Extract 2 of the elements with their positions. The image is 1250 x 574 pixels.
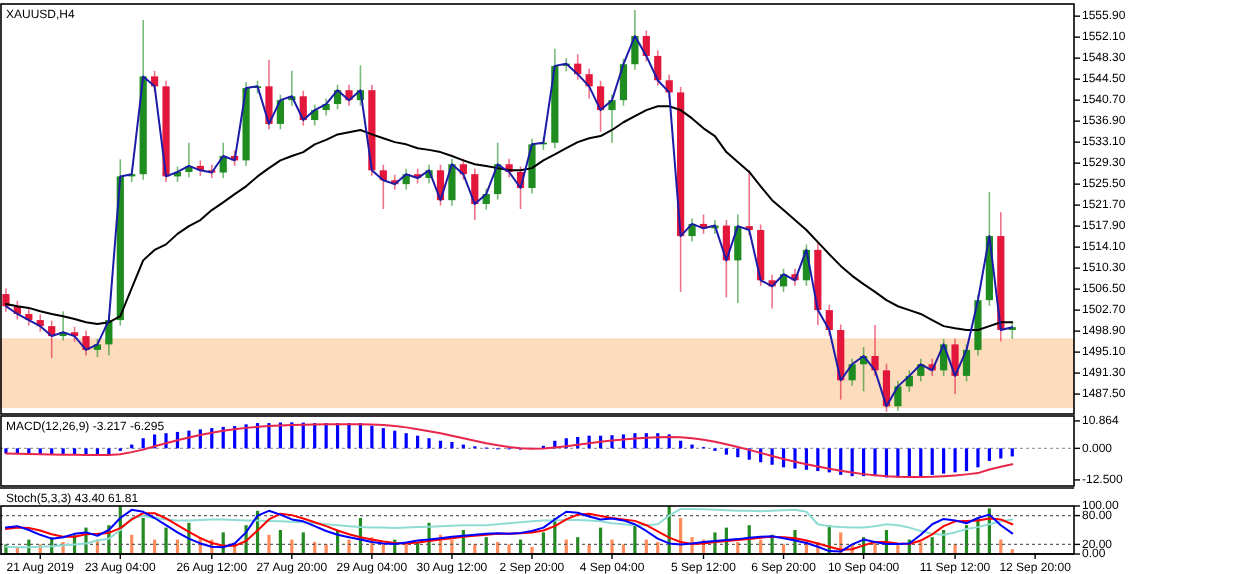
- line-series: [4, 35, 1014, 408]
- line-series: [4, 423, 1014, 478]
